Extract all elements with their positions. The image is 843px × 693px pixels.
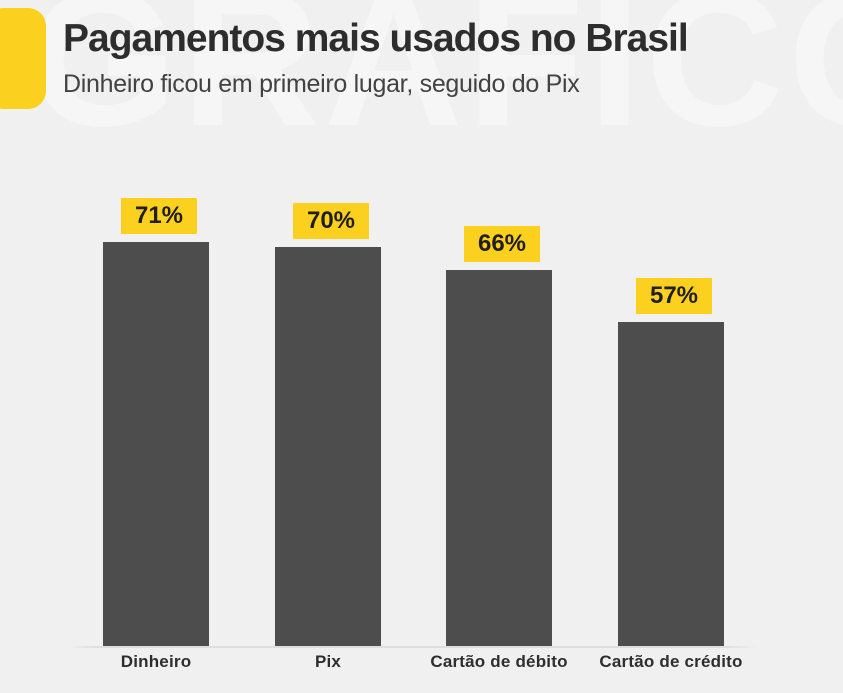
accent-bar <box>0 8 46 109</box>
value-badge: 66% <box>463 226 541 262</box>
category-label: Pix <box>314 652 342 671</box>
bar <box>618 322 724 647</box>
category-label: Dinheiro <box>120 652 192 671</box>
chart-subtitle: Dinheiro ficou em primeiro lugar, seguid… <box>63 70 580 98</box>
value-badge: 71% <box>120 198 198 234</box>
category-label: Cartão de crédito <box>599 652 743 671</box>
watermark-text: GRÁFICO <box>28 0 843 166</box>
value-badge: 70% <box>292 203 370 239</box>
bar <box>103 242 209 647</box>
x-axis-line <box>68 646 758 648</box>
bar <box>446 270 552 647</box>
bar <box>275 247 381 647</box>
value-badge: 57% <box>635 278 713 314</box>
category-label: Cartão de débito <box>430 652 568 671</box>
chart-title: Pagamentos mais usados no Brasil <box>63 17 689 60</box>
